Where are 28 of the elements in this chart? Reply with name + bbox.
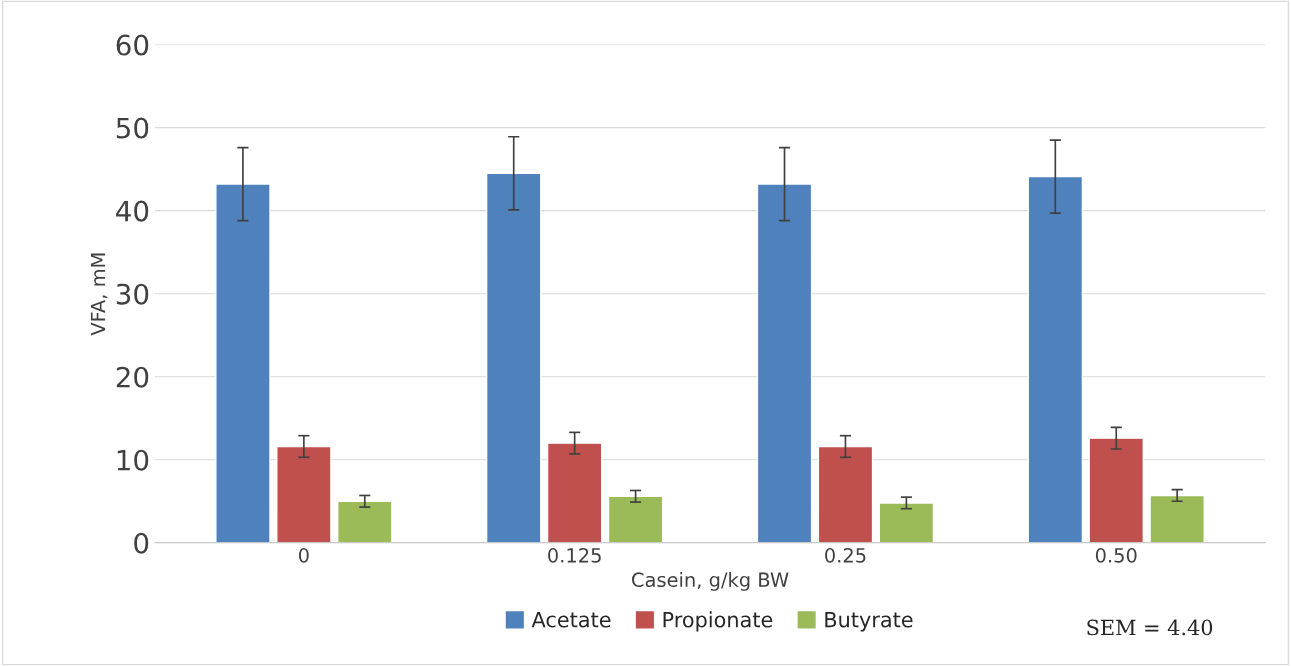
x-tick-label: 0 <box>298 547 309 563</box>
y-tick-label: 30 <box>116 283 149 305</box>
bar <box>607 495 664 543</box>
x-axis-title: Casein, g/kg BW <box>632 572 789 591</box>
bar <box>215 183 271 543</box>
legend-label: Propionate <box>663 611 773 632</box>
legend-label: Butyrate <box>825 612 913 632</box>
bar <box>1027 175 1084 543</box>
bar <box>276 445 332 543</box>
bar <box>485 172 542 543</box>
y-tick-label: 10 <box>117 449 149 471</box>
bar <box>337 500 393 543</box>
y-tick-label: 40 <box>116 200 149 222</box>
y-tick-label: 50 <box>116 117 149 139</box>
bar <box>756 183 813 543</box>
x-tick-label: 0.125 <box>548 547 601 563</box>
x-tick-label: 0.25 <box>825 547 866 563</box>
bar <box>546 442 603 543</box>
y-axis-title: VFA, mM <box>90 253 108 336</box>
x-tick-label: 0.50 <box>1095 547 1137 563</box>
bar <box>1149 494 1205 543</box>
legend-label: Acetate <box>531 612 611 628</box>
y-tick-label: 60 <box>116 34 149 56</box>
bar <box>817 445 874 543</box>
text: SEM = 4.40 <box>1087 619 1213 636</box>
bar <box>1088 437 1145 543</box>
y-tick-label: 20 <box>116 366 149 388</box>
bar <box>878 502 935 543</box>
